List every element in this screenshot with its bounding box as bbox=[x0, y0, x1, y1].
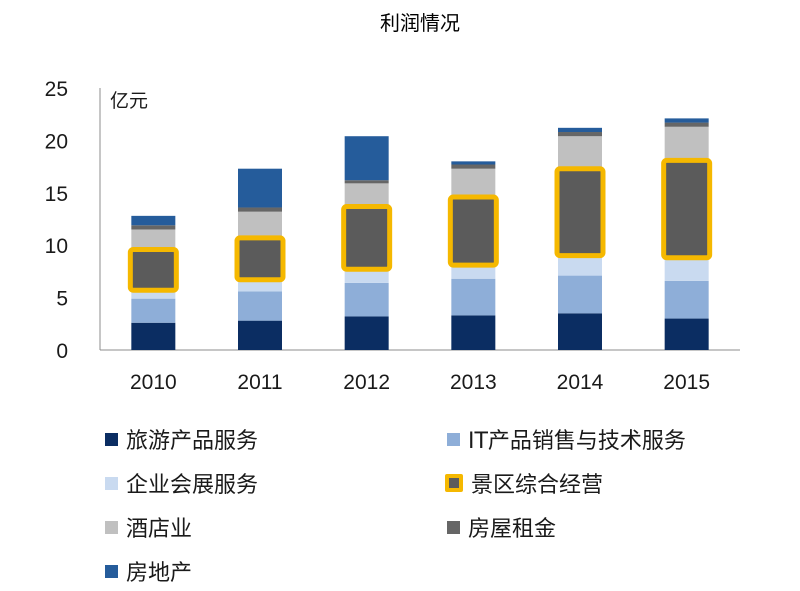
y-unit-label: 亿元 bbox=[110, 90, 148, 112]
bar-segment bbox=[131, 250, 176, 290]
y-ticks: 0 5 10 15 20 25 bbox=[45, 78, 68, 363]
highlight-frame bbox=[341, 203, 393, 272]
y-tick-label: 20 bbox=[45, 130, 68, 153]
bar-segment bbox=[558, 313, 602, 350]
x-tick-label: 2014 bbox=[557, 371, 604, 394]
bar-segment bbox=[131, 225, 176, 230]
bar-segment bbox=[664, 256, 709, 281]
chart-title: 利润情况 bbox=[380, 11, 460, 35]
bar-segment bbox=[131, 229, 176, 251]
x-tick-label: 2013 bbox=[450, 371, 497, 394]
bar-segment bbox=[344, 207, 389, 269]
highlight-frame bbox=[127, 246, 179, 293]
bar-segment bbox=[344, 268, 389, 283]
bar-segment bbox=[131, 322, 176, 350]
x-tick-label: 2011 bbox=[237, 371, 282, 394]
bar-segment bbox=[131, 298, 176, 323]
bar-segment bbox=[344, 183, 389, 208]
bar-segment bbox=[664, 280, 709, 319]
bar-segment bbox=[664, 161, 709, 257]
y-tick-label: 15 bbox=[45, 183, 68, 206]
bar-segment bbox=[344, 282, 389, 317]
x-tick-label: 2012 bbox=[343, 371, 390, 394]
bar-segment bbox=[451, 315, 496, 350]
bar-segment bbox=[558, 169, 602, 255]
bar-segment bbox=[344, 136, 389, 181]
bar-segment bbox=[238, 320, 282, 350]
bar-segment bbox=[558, 275, 602, 314]
bars bbox=[127, 118, 713, 350]
x-tick-label: 2010 bbox=[130, 371, 177, 394]
bar-segment bbox=[451, 278, 496, 316]
bar-segment bbox=[451, 161, 496, 165]
bar-segment bbox=[558, 132, 602, 137]
highlight-frame bbox=[554, 166, 606, 259]
bar-segment bbox=[451, 198, 496, 265]
highlight-frame bbox=[447, 194, 499, 268]
bar-segment bbox=[344, 180, 389, 184]
bar-segment bbox=[238, 207, 282, 212]
highlight-frame bbox=[234, 235, 286, 283]
bar-segment bbox=[131, 215, 176, 226]
x-ticks: 2010 2011 2012 2013 2014 2015 bbox=[130, 371, 710, 394]
bar-segment bbox=[664, 126, 709, 162]
bar-segment bbox=[558, 127, 602, 133]
y-tick-label: 25 bbox=[45, 78, 68, 101]
highlight-frame bbox=[661, 157, 713, 261]
bar-segment bbox=[238, 211, 282, 239]
bar-segment bbox=[451, 164, 496, 169]
bar-segment bbox=[664, 118, 709, 123]
y-tick-label: 10 bbox=[45, 235, 68, 258]
bar-segment bbox=[451, 168, 496, 199]
bar-segment bbox=[664, 318, 709, 350]
bar-segment bbox=[664, 122, 709, 127]
bar-segment bbox=[131, 289, 176, 299]
bar-segment bbox=[238, 168, 282, 208]
y-tick-label: 0 bbox=[56, 340, 68, 363]
bar-segment bbox=[558, 136, 602, 170]
bar-segment bbox=[451, 264, 496, 279]
bar-segment bbox=[238, 291, 282, 321]
bar-segment bbox=[344, 316, 389, 350]
bar-segment bbox=[238, 238, 282, 279]
y-tick-label: 5 bbox=[56, 288, 68, 311]
x-tick-label: 2015 bbox=[663, 371, 710, 394]
bar-segment bbox=[558, 254, 602, 276]
